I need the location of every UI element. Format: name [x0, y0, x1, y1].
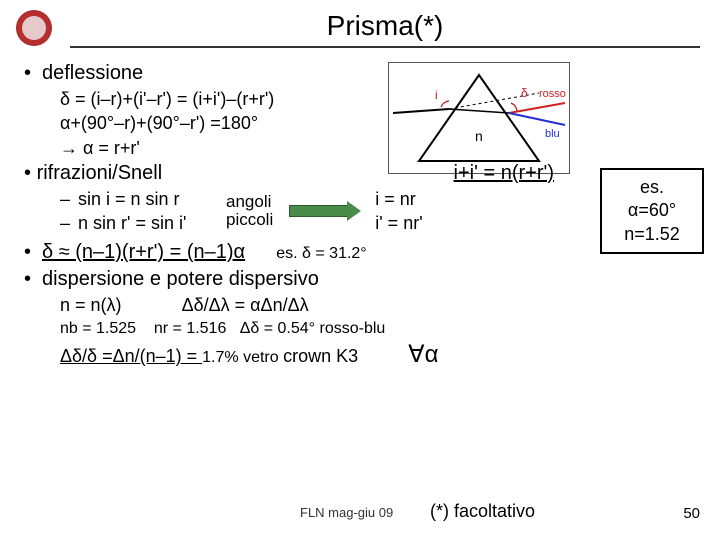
- slide-title: Prisma(*): [70, 10, 700, 42]
- snell-eq-2: n sin r' = sin i': [78, 211, 186, 235]
- delta-example: es. δ = 31.2°: [276, 245, 366, 262]
- title-underline: [70, 46, 700, 48]
- bullet-dot-icon: •: [24, 239, 42, 266]
- snell-sum-eq: i+i' = n(r+r'): [454, 160, 554, 187]
- forall-alpha: ∀α: [408, 341, 438, 368]
- delta-approx-eq: δ ≈ (n–1)(r+r') = (n–1)α: [42, 241, 245, 263]
- bullet-dot-icon: •: [24, 266, 42, 293]
- footer-optional-note: (*) facoltativo: [430, 501, 535, 522]
- dispersion-eqs: n = n(λ) Δδ/Δλ = αΔn/Δλ: [60, 293, 704, 317]
- bullet-1-label: deflessione: [42, 60, 143, 87]
- bullet-rifrazioni: • rifrazioni/Snell i+i' = n(r+r'): [24, 160, 704, 187]
- dash-icon: –: [60, 187, 78, 211]
- angoli-piccoli-label: angoli piccoli: [226, 193, 273, 230]
- dispersion-ratio: Δδ/δ =Δn/(n–1) = 1.7% vetro crown K3 ∀α: [60, 339, 704, 371]
- dash-icon: –: [60, 211, 78, 235]
- footer-date: FLN mag-giu 09: [300, 505, 393, 520]
- snell-eq-1: sin i = n sin r: [78, 187, 180, 211]
- deflessione-eq-1: δ = (i–r)+(i'–r') = (i+i')–(r+r'): [60, 87, 704, 111]
- deflessione-eq-3: → α = r+r': [60, 136, 704, 160]
- bullet-dot-icon: •: [24, 162, 31, 184]
- bullet-dot-icon: •: [24, 60, 42, 87]
- arrow-right-icon: [289, 205, 359, 217]
- refractive-index-values: nb = 1.525 nr = 1.516 Δδ = 0.54° rosso-b…: [60, 318, 704, 340]
- page-number: 50: [683, 505, 700, 522]
- bullet-dispersione: • dispersione e potere dispersivo: [24, 266, 704, 293]
- bullet-delta-approx: • δ ≈ (n–1)(r+r') = (n–1)α es. δ = 31.2°: [24, 239, 704, 266]
- deflessione-eq-2: α+(90°–r)+(90°–r') =180°: [60, 111, 704, 135]
- bullet-4-label: dispersione e potere dispersivo: [42, 266, 319, 293]
- snell-approx-eqs: i = nr i' = nr': [375, 187, 422, 236]
- university-seal-icon: [16, 10, 52, 46]
- bullet-2-label: rifrazioni/Snell: [37, 162, 163, 184]
- bullet-deflessione: • deflessione: [24, 60, 704, 87]
